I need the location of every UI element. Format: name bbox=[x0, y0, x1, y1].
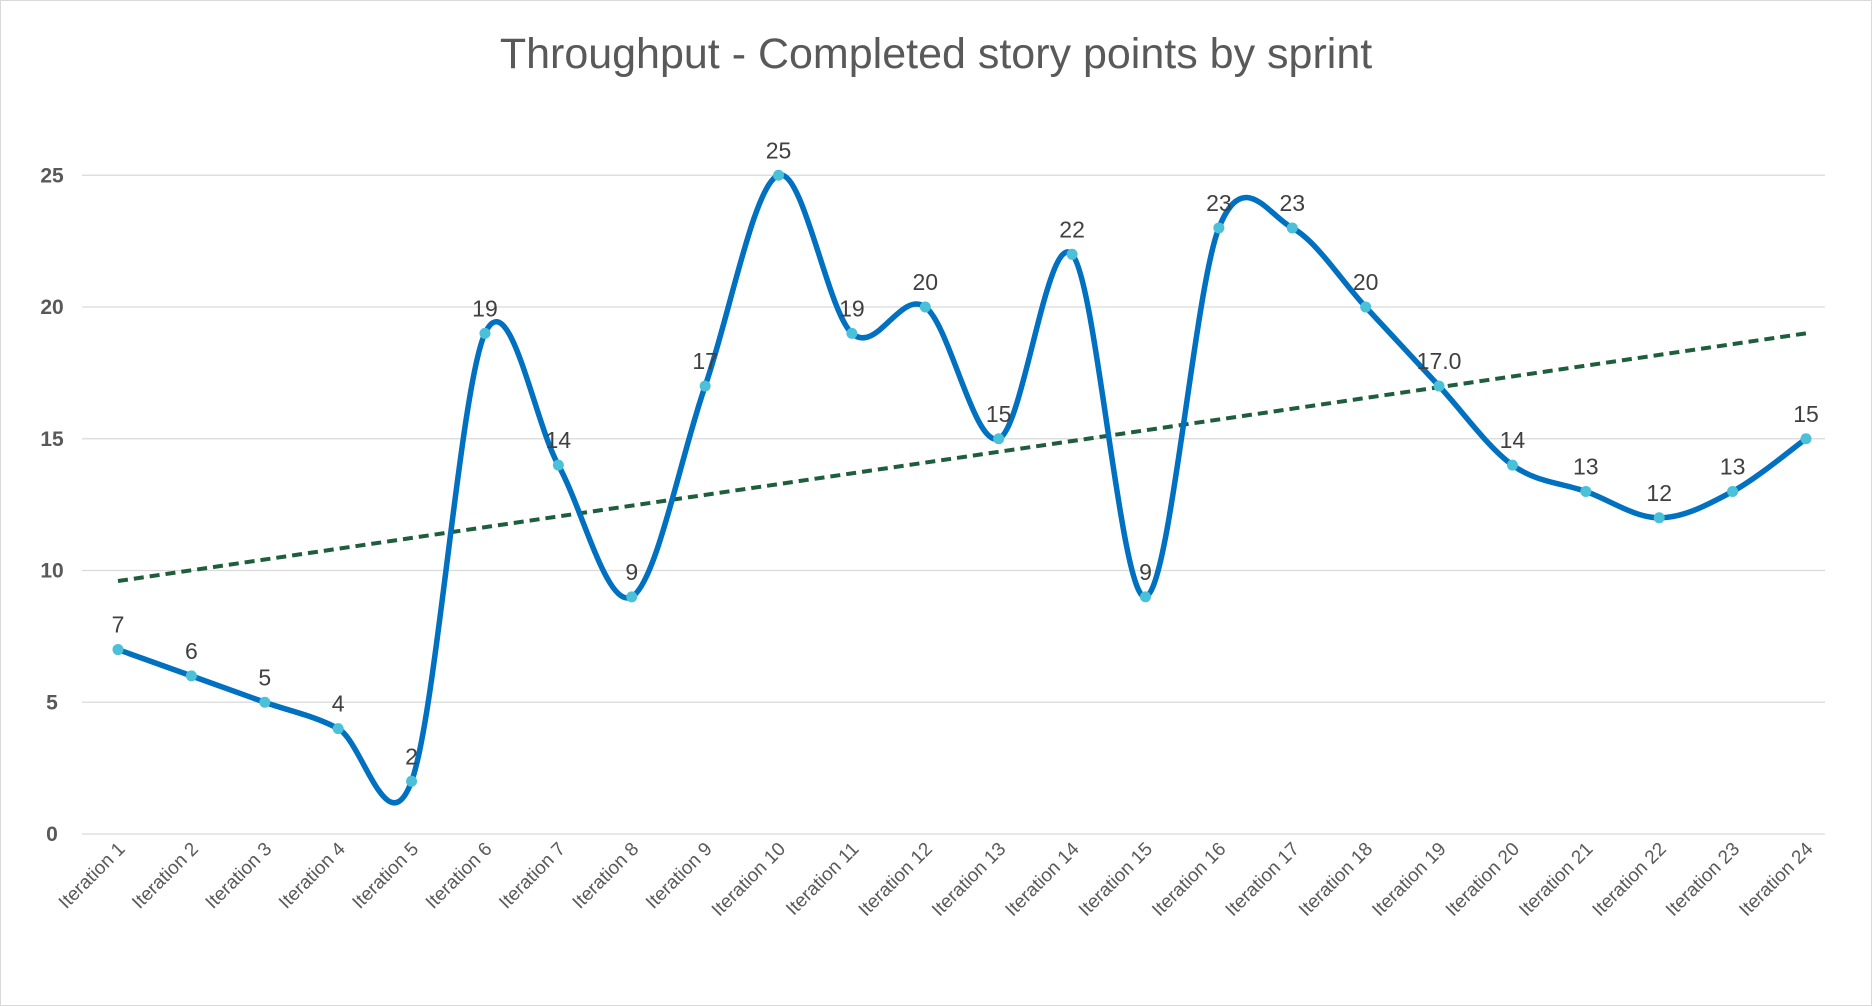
data-label: 23 bbox=[1206, 190, 1232, 216]
x-tick-label: Iteration 4 bbox=[275, 838, 350, 913]
trendline-layer bbox=[117, 331, 1807, 584]
data-label: 13 bbox=[1720, 453, 1746, 479]
x-tick-label: Iteration 20 bbox=[1442, 839, 1524, 921]
x-tick-label: Iteration 24 bbox=[1735, 838, 1817, 920]
data-label: 25 bbox=[766, 137, 792, 163]
data-point-marker bbox=[846, 327, 858, 339]
data-label: 17.0 bbox=[1417, 348, 1462, 374]
y-tick-label: 20 bbox=[40, 296, 63, 319]
data-point-marker bbox=[1286, 222, 1298, 234]
y-axis-ticks: 0 5 10 15 20 25 bbox=[40, 164, 64, 846]
data-point-marker bbox=[479, 327, 491, 339]
data-label: 22 bbox=[1059, 216, 1085, 242]
data-point-marker bbox=[699, 380, 711, 392]
data-point-marker bbox=[1066, 248, 1078, 260]
y-tick-label: 15 bbox=[40, 428, 64, 451]
data-point-marker bbox=[1139, 591, 1151, 603]
y-tick-label: 0 bbox=[46, 823, 58, 846]
data-label: 5 bbox=[258, 664, 271, 690]
x-tick-label: Iteration 19 bbox=[1368, 839, 1450, 921]
data-point-marker bbox=[1433, 380, 1445, 392]
x-tick-label: Iteration 18 bbox=[1295, 839, 1377, 921]
data-label: 4 bbox=[332, 691, 345, 717]
data-label: 14 bbox=[546, 427, 572, 453]
data-point-marker bbox=[626, 591, 638, 603]
data-point-marker bbox=[919, 301, 931, 313]
x-tick-label: Iteration 14 bbox=[1002, 838, 1084, 920]
data-point-marker bbox=[1580, 485, 1592, 497]
data-labels: 7 6 5 4 2 19 14 9 17 25 19 20 15 22 9 23 23 20 17.0 14 13 12 1… bbox=[112, 137, 1819, 769]
x-tick-label: Iteration 5 bbox=[349, 839, 424, 914]
x-tick-label: Iteration 13 bbox=[928, 839, 1010, 921]
series-markers bbox=[112, 169, 1812, 787]
chart-title: Throughput - Completed story points by s… bbox=[500, 30, 1372, 78]
x-tick-label: Iteration 15 bbox=[1075, 839, 1157, 921]
data-label: 19 bbox=[839, 295, 865, 321]
x-tick-label: Iteration 12 bbox=[855, 839, 937, 921]
data-label: 9 bbox=[1139, 559, 1152, 585]
data-point-marker bbox=[259, 696, 271, 708]
data-point-marker bbox=[773, 169, 785, 181]
data-label: 15 bbox=[986, 401, 1012, 427]
data-label: 14 bbox=[1500, 427, 1526, 453]
data-label: 20 bbox=[1353, 269, 1379, 295]
x-tick-label: Iteration 2 bbox=[128, 839, 203, 914]
data-point-marker bbox=[1800, 433, 1812, 445]
series-line-layer bbox=[115, 172, 1809, 806]
x-tick-label: Iteration 6 bbox=[422, 839, 497, 914]
x-tick-label: Iteration 17 bbox=[1222, 839, 1304, 921]
gridlines bbox=[82, 174, 1825, 835]
data-label: 19 bbox=[472, 295, 498, 321]
y-tick-label: 5 bbox=[46, 691, 58, 714]
data-label: 13 bbox=[1573, 453, 1599, 479]
data-label: 20 bbox=[913, 269, 939, 295]
x-tick-label: Iteration 10 bbox=[708, 839, 790, 921]
data-point-marker bbox=[1653, 512, 1665, 524]
data-point-marker bbox=[1506, 459, 1518, 471]
x-tick-label: Iteration 1 bbox=[55, 839, 130, 914]
data-point-marker bbox=[1360, 301, 1372, 313]
x-tick-label: Iteration 21 bbox=[1515, 839, 1597, 921]
x-tick-label: Iteration 11 bbox=[782, 839, 863, 920]
data-label: 7 bbox=[112, 612, 125, 638]
data-point-marker bbox=[185, 670, 197, 682]
x-tick-label: Iteration 8 bbox=[569, 839, 644, 914]
x-tick-label: Iteration 16 bbox=[1148, 839, 1230, 921]
series-line bbox=[115, 172, 1809, 806]
data-label: 23 bbox=[1279, 190, 1305, 216]
data-point-marker bbox=[406, 775, 418, 787]
data-label: 6 bbox=[185, 638, 198, 664]
x-tick-label: Iteration 23 bbox=[1662, 839, 1744, 921]
data-point-marker bbox=[332, 723, 344, 735]
data-label: 9 bbox=[625, 559, 638, 585]
y-tick-label: 25 bbox=[40, 164, 64, 187]
y-tick-label: 10 bbox=[40, 560, 63, 583]
data-point-marker bbox=[552, 459, 564, 471]
trendline bbox=[117, 331, 1807, 584]
data-label: 2 bbox=[405, 743, 418, 769]
data-label: 15 bbox=[1793, 401, 1819, 427]
data-point-marker bbox=[1727, 485, 1739, 497]
x-tick-label: Iteration 7 bbox=[495, 839, 570, 914]
x-tick-label: Iteration 22 bbox=[1589, 839, 1671, 921]
data-point-marker bbox=[993, 433, 1005, 445]
x-tick-label: Iteration 3 bbox=[202, 839, 277, 914]
data-point-marker bbox=[1213, 222, 1225, 234]
data-label: 17 bbox=[692, 348, 718, 374]
data-point-marker bbox=[112, 644, 124, 656]
data-label: 12 bbox=[1646, 480, 1672, 506]
x-tick-label: Iteration 9 bbox=[642, 839, 717, 914]
